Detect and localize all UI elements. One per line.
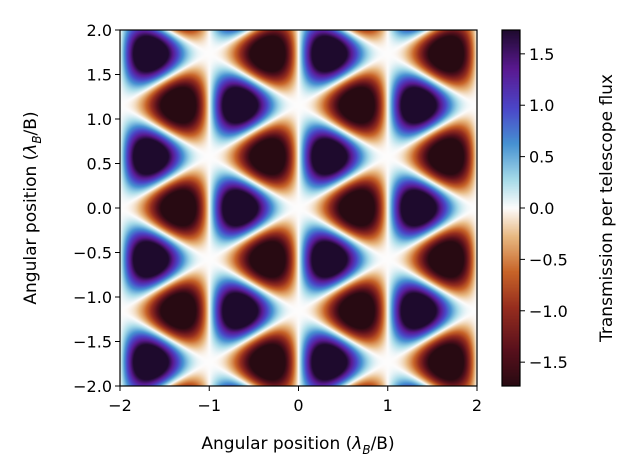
x-tick-label: 0 [293,396,303,415]
x-tick-label: 2 [472,396,482,415]
y-tick-label: 1.0 [87,110,112,129]
y-tick-label: −1.0 [73,288,112,307]
colorbar-tick-label: 0.0 [529,199,554,218]
colorbar-tick-label: −1.5 [529,353,568,372]
x-tick-label: −1 [197,396,221,415]
y-tick-label: −0.5 [73,244,112,263]
colorbar-tick-label: 1.0 [529,96,554,115]
colorbar-gradient [502,30,520,386]
colorbar-ticks: 1.5 1.0 0.5 0.0 −0.5 −1.0 −1.5 [520,45,568,372]
y-tick-label: 0.0 [87,199,112,218]
y-axis-label: Angular position (λB/B) [21,111,44,304]
colorbar-label: Transmission per telescope flux [597,74,617,343]
y-tick-label: 1.5 [87,66,112,85]
colorbar-tick-label: −1.0 [529,302,568,321]
y-tick-label: −1.5 [73,333,112,352]
y-tick-label: −2.0 [73,377,112,396]
colorbar-tick-label: −0.5 [529,250,568,269]
x-axis-ticks: −2 −1 0 1 2 [108,386,482,415]
y-axis-ticks: −2.0 −1.5 −1.0 −0.5 0.0 0.5 1.0 1.5 2.0 [73,21,120,396]
y-tick-label: 0.5 [87,155,112,174]
heatmap-image [120,30,477,386]
y-tick-label: 2.0 [87,21,112,40]
x-tick-label: 1 [383,396,393,415]
colorbar-tick-label: 1.5 [529,45,554,64]
x-tick-label: −2 [108,396,132,415]
colorbar-tick-label: 0.5 [529,148,554,167]
x-axis-label: Angular position (λB/B) [201,434,394,457]
